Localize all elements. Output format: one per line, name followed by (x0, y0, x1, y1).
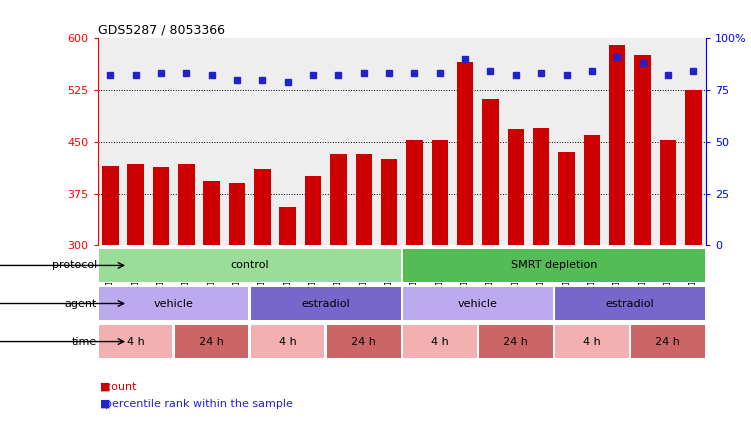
Bar (555, 325, 629, 358)
Bar (229, 183, 246, 245)
Text: estradiol: estradiol (605, 299, 654, 308)
Bar (457, 62, 473, 245)
Text: 4 h: 4 h (127, 337, 144, 346)
Bar (251, 287, 400, 320)
Text: percentile rank within the sample: percentile rank within the sample (98, 399, 292, 409)
Bar (482, 99, 499, 245)
Bar (251, 325, 324, 358)
Text: count: count (98, 382, 136, 392)
Bar (685, 90, 701, 245)
Text: 24 h: 24 h (503, 337, 528, 346)
Text: ■: ■ (100, 382, 110, 392)
Bar (128, 164, 144, 245)
Bar (99, 325, 173, 358)
Bar (175, 325, 249, 358)
Bar (533, 128, 550, 245)
Bar (279, 207, 296, 245)
Bar (355, 154, 372, 245)
Text: ■: ■ (100, 399, 110, 409)
Bar (555, 287, 704, 320)
Bar (609, 45, 626, 245)
Text: 24 h: 24 h (199, 337, 224, 346)
Text: time: time (72, 337, 97, 346)
Text: GDS5287 / 8053366: GDS5287 / 8053366 (98, 24, 225, 37)
Bar (432, 140, 448, 245)
Bar (305, 176, 321, 245)
Bar (330, 154, 347, 245)
Text: vehicle: vehicle (458, 299, 498, 308)
Bar (381, 159, 397, 245)
Text: vehicle: vehicle (154, 299, 194, 308)
Bar (659, 140, 676, 245)
Text: 24 h: 24 h (656, 337, 680, 346)
Bar (102, 166, 119, 245)
Text: 4 h: 4 h (279, 337, 297, 346)
Bar (631, 325, 704, 358)
Text: 4 h: 4 h (431, 337, 448, 346)
Bar (558, 152, 575, 245)
Text: control: control (231, 261, 269, 270)
Text: SMRT depletion: SMRT depletion (511, 261, 597, 270)
Bar (152, 167, 169, 245)
Text: 24 h: 24 h (351, 337, 376, 346)
Text: agent: agent (65, 299, 97, 308)
Text: 4 h: 4 h (583, 337, 601, 346)
Bar (403, 325, 477, 358)
Bar (406, 140, 423, 245)
Bar (403, 249, 704, 282)
Bar (635, 55, 651, 245)
Bar (99, 249, 400, 282)
Text: protocol: protocol (52, 261, 97, 270)
Bar (479, 325, 553, 358)
Bar (178, 164, 195, 245)
Bar (99, 287, 249, 320)
Bar (508, 129, 524, 245)
Bar (327, 325, 400, 358)
Bar (403, 287, 553, 320)
Bar (584, 135, 600, 245)
Text: estradiol: estradiol (301, 299, 350, 308)
Bar (204, 181, 220, 245)
Bar (254, 169, 270, 245)
